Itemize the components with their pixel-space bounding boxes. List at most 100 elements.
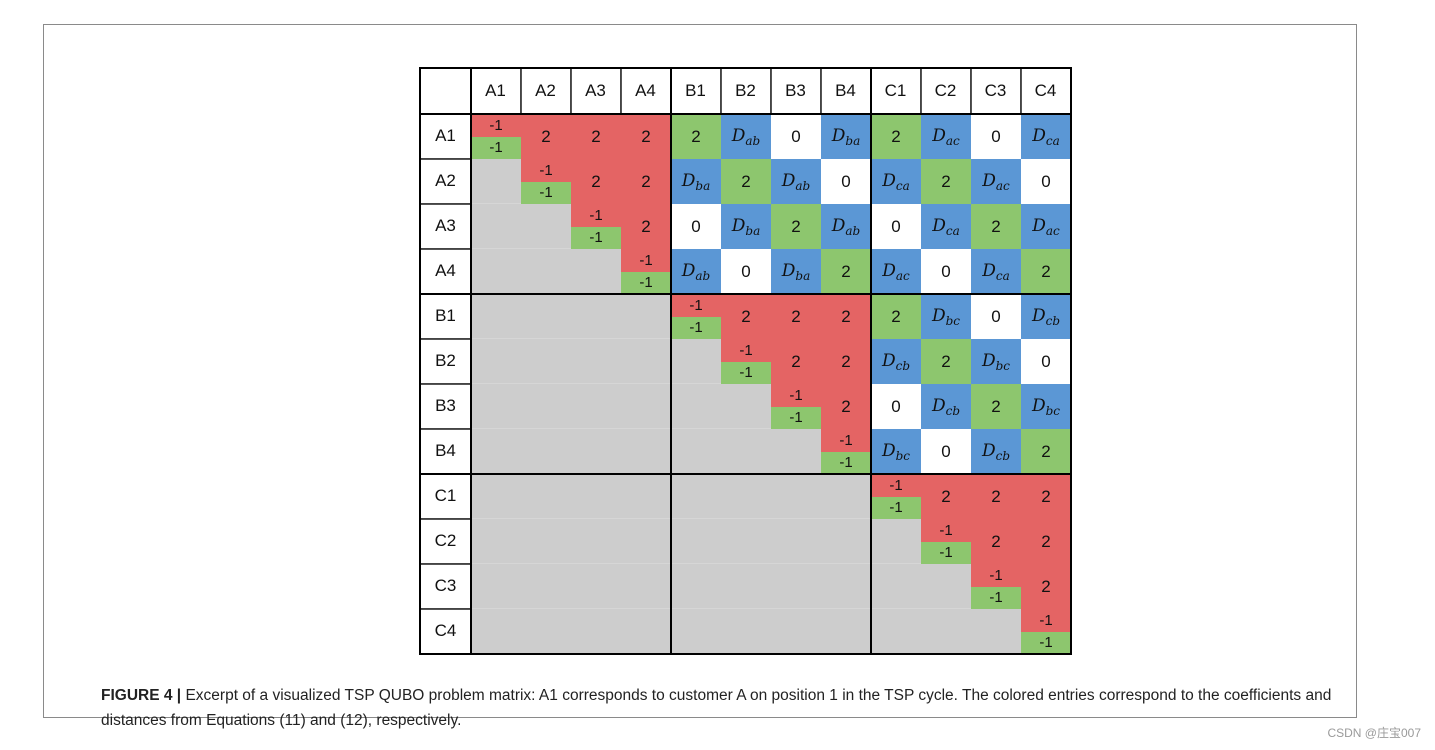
zero-cell-a1-c3: 0 xyxy=(971,114,1021,159)
red-coefficient: -1 xyxy=(721,339,771,362)
empty-cell-b4-b2 xyxy=(721,429,771,474)
empty-cell-b2-a4 xyxy=(621,339,671,384)
zero-cell-b4-c2: 0 xyxy=(921,429,971,474)
column-header-a3: A3 xyxy=(571,69,621,114)
grid-line-horizontal xyxy=(421,564,471,565)
empty-cell-c2-b3 xyxy=(771,519,821,564)
distance-cell-b3-c4: Dbc xyxy=(1021,384,1070,429)
empty-cell-b4-a3 xyxy=(571,429,621,474)
empty-cell-c1-b3 xyxy=(771,474,821,519)
column-header-b2: B2 xyxy=(721,69,771,114)
column-header-b4: B4 xyxy=(821,69,871,114)
grid-line-vertical xyxy=(1021,69,1022,114)
grid-line-vertical xyxy=(971,69,972,114)
diagonal-cell-b4-b4: -1 -1 xyxy=(821,429,871,474)
green-coefficient: -1 xyxy=(871,496,921,519)
empty-cell-c2-c1 xyxy=(871,519,921,564)
empty-cell-b4-a1 xyxy=(471,429,521,474)
grid-line-vertical xyxy=(771,69,772,114)
red-coefficient: -1 xyxy=(521,159,571,182)
distance-cell-a1-c2: Dac xyxy=(921,114,971,159)
distance-label: Dac xyxy=(982,170,1010,193)
figure-label: FIGURE 4 | xyxy=(101,687,182,704)
distance-label: Dba xyxy=(781,260,811,283)
green-coefficient: -1 xyxy=(821,451,871,474)
distance-cell-a3-c2: Dca xyxy=(921,204,971,249)
empty-cell-b1-a1 xyxy=(471,294,521,339)
distance-cell-a1-b2: Dab xyxy=(721,114,771,159)
distance-cell-a3-b2: Dba xyxy=(721,204,771,249)
zero-cell-a3-c1: 0 xyxy=(871,204,921,249)
distance-cell-b4-c3: Dcb xyxy=(971,429,1021,474)
empty-cell-c4-b3 xyxy=(771,609,821,653)
empty-cell-c1-b2 xyxy=(721,474,771,519)
distance-label: Dba xyxy=(831,125,861,148)
distance-cell-b2-c1: Dcb xyxy=(871,339,921,384)
row-header-c2: C2 xyxy=(421,519,471,564)
distance-label: Dcb xyxy=(931,395,961,418)
red-coefficient-cell-b1-b2: 2 xyxy=(721,294,771,339)
block-separator-vertical xyxy=(870,69,872,653)
red-coefficient: -1 xyxy=(971,564,1021,587)
diagonal-cell-a3-a3: -1 -1 xyxy=(571,204,621,249)
empty-cell-c4-b2 xyxy=(721,609,771,653)
block-separator-horizontal xyxy=(421,113,1070,115)
green-coefficient: -1 xyxy=(921,541,971,564)
grid-line-horizontal xyxy=(421,429,471,430)
zero-cell-b1-c3: 0 xyxy=(971,294,1021,339)
row-header-a2: A2 xyxy=(421,159,471,204)
column-header-a4: A4 xyxy=(621,69,671,114)
green-coefficient: -1 xyxy=(571,226,621,249)
empty-cell-c4-b1 xyxy=(671,609,721,653)
empty-cell-b4-a4 xyxy=(621,429,671,474)
distance-label: Dcb xyxy=(981,440,1011,463)
grid-line-horizontal xyxy=(421,519,471,520)
empty-cell-c3-b3 xyxy=(771,564,821,609)
distance-label: Dac xyxy=(1032,215,1060,238)
empty-cell-b3-a3 xyxy=(571,384,621,429)
red-coefficient-cell-a2-a3: 2 xyxy=(571,159,621,204)
empty-cell-a3-a2 xyxy=(521,204,571,249)
empty-cell-c3-a1 xyxy=(471,564,521,609)
distance-cell-a1-b4: Dba xyxy=(821,114,871,159)
distance-cell-a4-b1: Dab xyxy=(671,249,721,294)
red-coefficient-cell-b2-b3: 2 xyxy=(771,339,821,384)
row-header-a4: A4 xyxy=(421,249,471,294)
empty-cell-c1-a1 xyxy=(471,474,521,519)
grid-line-horizontal xyxy=(421,339,471,340)
red-coefficient-cell-b2-b4: 2 xyxy=(821,339,871,384)
distance-label: Dab xyxy=(831,215,861,238)
zero-cell-a2-c4: 0 xyxy=(1021,159,1070,204)
green-coefficient-cell-a2-b2: 2 xyxy=(721,159,771,204)
diagonal-cell-a4-a4: -1 -1 xyxy=(621,249,671,294)
grid-line-horizontal xyxy=(421,609,471,610)
red-coefficient-cell-a3-a4: 2 xyxy=(621,204,671,249)
zero-cell-a2-b4: 0 xyxy=(821,159,871,204)
empty-cell-a4-a1 xyxy=(471,249,521,294)
empty-cell-c3-b4 xyxy=(821,564,871,609)
empty-cell-b1-a4 xyxy=(621,294,671,339)
empty-cell-b1-a2 xyxy=(521,294,571,339)
red-coefficient-cell-c1-c3: 2 xyxy=(971,474,1021,519)
zero-cell-b2-c4: 0 xyxy=(1021,339,1070,384)
diagonal-cell-c1-c1: -1 -1 xyxy=(871,474,921,519)
distance-label: Dba xyxy=(731,215,761,238)
distance-label: Dca xyxy=(932,215,960,238)
red-coefficient-cell-a1-a2: 2 xyxy=(521,114,571,159)
empty-cell-c2-a2 xyxy=(521,519,571,564)
empty-cell-c2-b4 xyxy=(821,519,871,564)
distance-cell-a2-b3: Dab xyxy=(771,159,821,204)
red-coefficient: -1 xyxy=(921,519,971,542)
distance-cell-a3-c4: Dac xyxy=(1021,204,1070,249)
green-coefficient-cell-a4-b4: 2 xyxy=(821,249,871,294)
distance-label: Dbc xyxy=(981,350,1011,373)
green-coefficient: -1 xyxy=(521,181,571,204)
red-coefficient-cell-c2-c4: 2 xyxy=(1021,519,1070,564)
distance-label: Dca xyxy=(982,260,1010,283)
empty-cell-c4-a1 xyxy=(471,609,521,653)
grid-line-vertical xyxy=(521,69,522,114)
row-header-c1: C1 xyxy=(421,474,471,519)
grid-line-horizontal xyxy=(421,249,471,250)
empty-cell-a4-a2 xyxy=(521,249,571,294)
diagonal-cell-c4-c4: -1 -1 xyxy=(1021,609,1070,653)
